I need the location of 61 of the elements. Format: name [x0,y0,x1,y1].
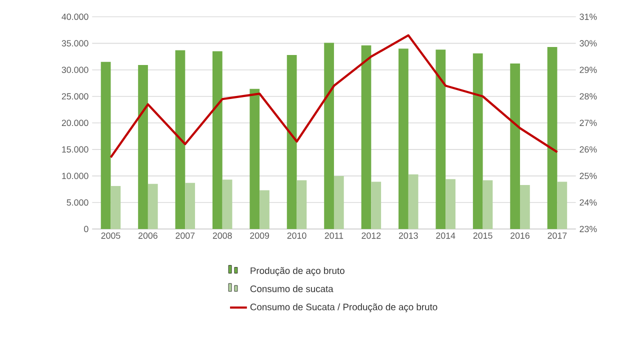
legend-label: Consumo de Sucata / Produção de aço bruto [250,303,438,312]
x-tick-label: 2016 [510,232,530,239]
y-tick-label: 30.000 [62,66,88,73]
bar [398,48,408,229]
y2-tick-label: 29% [580,66,597,73]
y2-tick-label: 24% [580,199,597,206]
bar [361,45,372,229]
bar [286,54,297,229]
bar [324,42,334,229]
x-tick-label: 2005 [101,232,120,239]
y-tick-label: 25.000 [62,92,88,100]
bar [482,180,493,229]
bar [250,88,260,229]
bar [175,50,186,229]
y2-tick-label: 25% [580,172,597,179]
x-tick-label: 2012 [362,232,381,239]
bar [212,51,222,229]
x-tick-label: 2014 [436,232,456,239]
x-tick-label: 2009 [250,232,270,239]
line-series [110,34,558,158]
y-tick-label: 0 [84,226,88,232]
y2-tick-label: 28% [580,92,597,100]
legend-label: Produção de aço bruto [250,266,344,276]
bar [260,190,270,229]
y-tick-label: 5.000 [66,199,88,206]
bar [557,182,568,229]
y-tick-label: 35.000 [62,40,88,46]
x-tick-label: 2011 [324,232,344,239]
y-tick-label: 40.000 [62,13,88,20]
bar [296,180,307,229]
bar [222,179,232,229]
x-tick-label: 2013 [398,232,418,239]
bar [520,184,530,229]
y2-tick-label: 30% [580,40,597,46]
bar [185,182,196,229]
y-tick-label: 10.000 [62,172,88,179]
y2-tick-label: 31% [580,13,597,20]
y2-tick-label: 23% [580,226,597,232]
bar [334,176,344,229]
bar [408,174,418,229]
bar [446,178,456,229]
x-tick-label: 2015 [473,232,492,239]
bar [371,182,382,229]
bar [547,46,558,229]
x-tick-label: 2010 [287,232,306,239]
bar [510,63,520,229]
x-tick-label: 2017 [548,232,567,239]
y2-tick-label: 26% [580,146,597,152]
bar [100,62,111,229]
x-tick-label: 2008 [212,232,232,239]
bar [138,64,148,229]
y-tick-label: 20.000 [62,120,88,126]
bar [472,53,483,229]
x-tick-label: 2006 [138,232,158,239]
bar [148,184,158,229]
bar [110,186,121,229]
legend-label: Consumo de sucata [250,285,334,292]
y2-tick-label: 27% [580,120,597,126]
bar [436,49,446,229]
y-tick-label: 15.000 [62,146,88,152]
x-tick-label: 2007 [176,232,195,239]
